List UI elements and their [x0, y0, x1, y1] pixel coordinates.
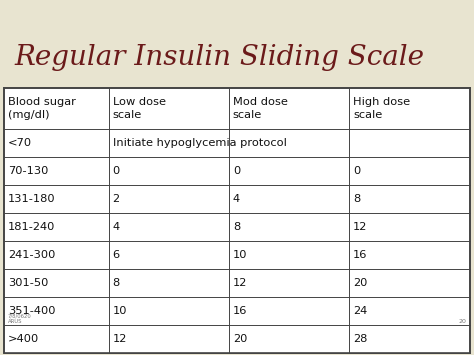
- Text: 8: 8: [233, 222, 240, 232]
- Text: 241-300: 241-300: [8, 250, 55, 260]
- Text: 8: 8: [113, 278, 120, 288]
- Text: 4: 4: [233, 194, 240, 204]
- Text: 4: 4: [113, 222, 120, 232]
- Text: >400: >400: [8, 334, 39, 344]
- Text: <70: <70: [8, 138, 32, 148]
- Text: Mod dose
scale: Mod dose scale: [233, 97, 288, 120]
- Text: Low dose
scale: Low dose scale: [113, 97, 165, 120]
- Text: 0: 0: [113, 166, 120, 176]
- Text: 2: 2: [113, 194, 120, 204]
- Text: 351-400: 351-400: [8, 306, 55, 316]
- Text: 20: 20: [353, 278, 367, 288]
- Text: 131-180: 131-180: [8, 194, 55, 204]
- Text: 181-240: 181-240: [8, 222, 55, 232]
- Text: 12: 12: [113, 334, 127, 344]
- Text: 7/8/0620
ARUS: 7/8/0620 ARUS: [8, 313, 32, 324]
- Text: 10: 10: [233, 250, 247, 260]
- Text: 0: 0: [353, 166, 360, 176]
- Text: 12: 12: [233, 278, 247, 288]
- Text: High dose
scale: High dose scale: [353, 97, 410, 120]
- Text: 6: 6: [113, 250, 120, 260]
- Text: 0: 0: [233, 166, 240, 176]
- Text: 24: 24: [353, 306, 367, 316]
- Text: Regular Insulin Sliding Scale: Regular Insulin Sliding Scale: [14, 44, 424, 71]
- Text: 28: 28: [353, 334, 367, 344]
- Text: 10: 10: [113, 306, 127, 316]
- Text: 301-50: 301-50: [8, 278, 48, 288]
- Text: 12: 12: [353, 222, 367, 232]
- Text: 8: 8: [353, 194, 360, 204]
- Text: Blood sugar
(mg/dl): Blood sugar (mg/dl): [8, 97, 76, 120]
- Text: 20: 20: [233, 334, 247, 344]
- Text: 16: 16: [353, 250, 367, 260]
- Text: 16: 16: [233, 306, 247, 316]
- Text: 70-130: 70-130: [8, 166, 48, 176]
- Text: 20: 20: [458, 319, 466, 324]
- Text: Initiate hypoglycemia protocol: Initiate hypoglycemia protocol: [113, 138, 286, 148]
